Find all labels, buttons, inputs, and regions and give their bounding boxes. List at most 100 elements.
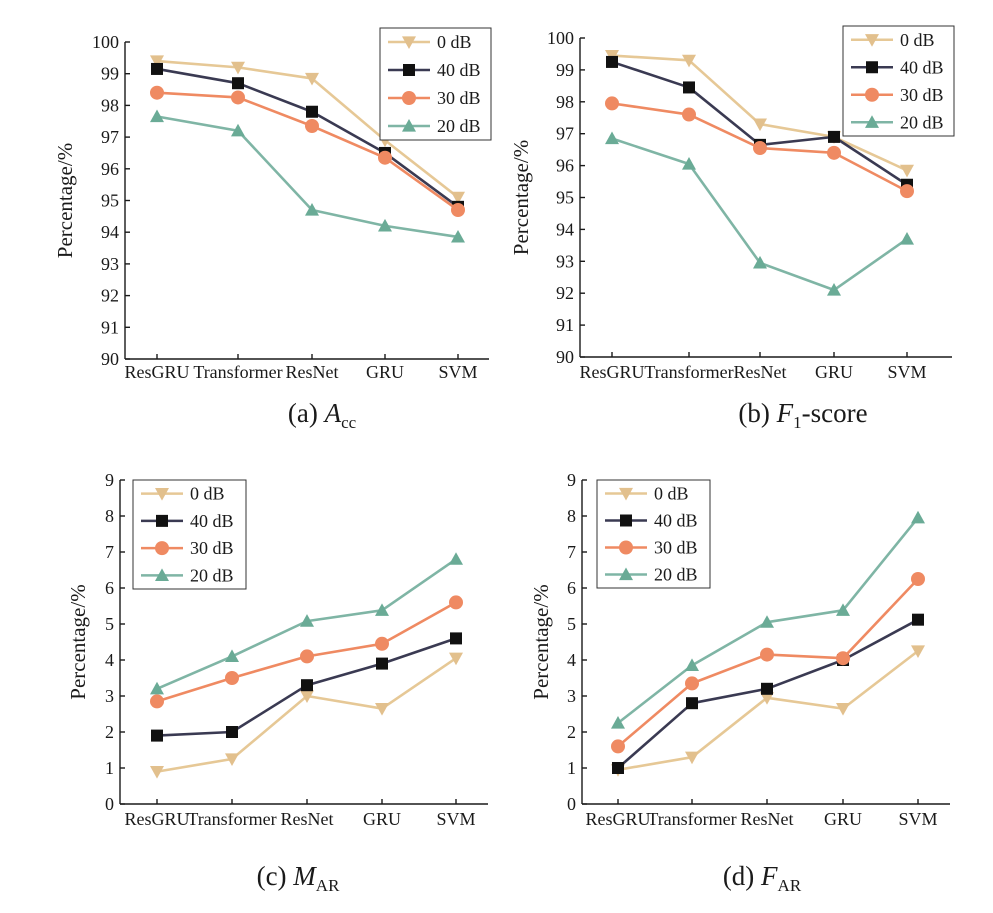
data-point [911,572,925,586]
panel-caption: (a) Acc [288,398,357,432]
legend-box [842,25,955,137]
data-point [836,603,850,616]
x-tick-label: Transformer [647,809,736,829]
data-point [827,283,841,296]
data-point [605,131,619,145]
x-tick-label: ResGRU [585,809,650,829]
x-tick-label: Transformer [193,362,282,382]
legend-label: 0 dB [190,484,225,504]
legend-label: 20 dB [900,112,944,132]
data-point [827,145,841,160]
legend-label: 30 dB [654,538,698,558]
legend-label: 0 dB [654,484,689,504]
data-point [451,229,465,243]
x-tick-label: ResNet [741,809,794,829]
y-tick-label: 2 [105,722,114,742]
y-tick-label: 95 [556,188,574,208]
legend-label: 40 dB [190,511,234,531]
data-point [451,191,465,205]
panel-f1-score-chart: 90 91 92 93 94 95 96 97 98 99 100 ResGRU Transformer… [509,25,955,432]
data-point [450,632,462,645]
data-point [378,218,392,232]
data-point [225,649,239,662]
legend-marker [619,540,633,555]
legend-label: 20 dB [654,565,698,585]
x-tick-label: SVM [438,362,477,382]
data-point [911,510,925,524]
data-point [760,692,774,705]
data-point [300,649,314,664]
y-tick-label: 98 [556,92,574,112]
y-tick-label: 99 [101,64,119,84]
legend-label: 20 dB [190,565,234,585]
y-tick-label: 2 [567,722,576,742]
legend: 0 dB 40 dB 30 dB 20 dB [132,479,247,590]
data-point [375,603,389,616]
data-point [900,184,914,199]
legend-marker [155,568,169,581]
y-tick-label: 8 [105,506,114,526]
y-tick-label: 3 [105,686,114,706]
x-tick-label: SVM [898,809,937,829]
data-point [912,613,924,626]
data-point [836,651,850,666]
data-point [606,55,618,68]
x-tick-label: ResGRU [579,362,644,382]
y-tick-label: 94 [101,222,119,242]
data-point [682,54,696,68]
x-tick-label: GRU [366,362,404,382]
y-tick-label: 94 [556,219,574,239]
legend-marker [619,487,633,501]
legend-marker [155,541,169,556]
data-point [753,255,767,269]
data-point [449,595,463,610]
y-axis-label: Percentage/% [509,140,533,255]
data-point [306,105,318,118]
data-point [605,96,619,111]
legend: 0 dB 40 dB 30 dB 20 dB [379,27,492,141]
data-point [685,658,699,671]
x-tick-label: GRU [363,809,401,829]
data-point [761,682,773,695]
legend-label: 30 dB [190,538,234,558]
legend-marker [619,567,633,581]
data-point [683,81,695,94]
legend-label: 40 dB [900,57,944,77]
data-point [611,739,625,754]
data-point [685,751,699,765]
data-point [611,716,625,729]
x-tick-label: GRU [815,362,853,382]
y-tick-label: 5 [105,614,114,634]
x-tick-label: SVM [436,809,475,829]
data-point [449,652,463,666]
y-tick-label: 0 [567,794,576,814]
legend-box [132,479,247,590]
legend-box [596,479,711,589]
data-point [300,690,314,703]
legend: 0 dB 40 dB 30 dB 20 dB [842,25,955,137]
legend-label: 40 dB [654,511,698,531]
legend-label: 20 dB [437,116,481,136]
y-tick-label: 6 [105,578,114,598]
series-line-0-db [617,649,919,772]
y-tick-label: 92 [556,283,574,303]
data-point [612,762,624,774]
series-line-30-db [617,578,919,748]
y-tick-label: 9 [105,470,114,490]
x-tick-label: ResNet [734,362,787,382]
data-point [911,645,925,658]
data-point [376,657,388,670]
data-point [828,130,840,143]
data-point [682,107,696,122]
series-line-0-db [156,657,457,773]
data-point [151,62,163,75]
data-point [305,203,319,216]
data-point [301,679,313,692]
legend-label: 40 dB [437,60,481,80]
y-tick-label: 96 [101,159,119,179]
data-point [231,123,245,137]
y-axis-label: Percentage/% [529,584,553,699]
